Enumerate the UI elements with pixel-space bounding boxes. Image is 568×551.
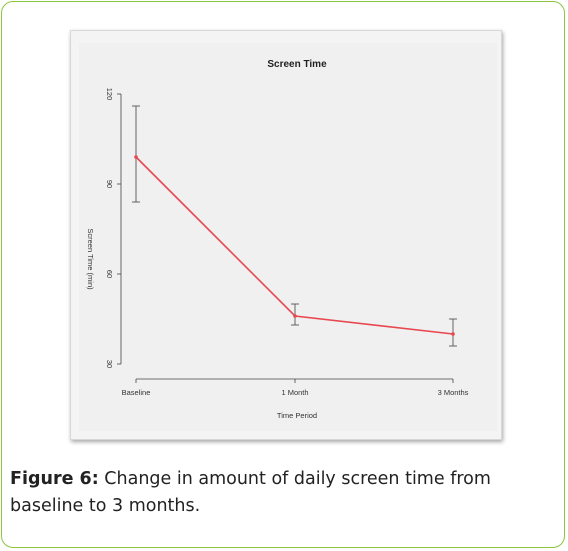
chart-title: Screen Time [267, 59, 327, 70]
y-tick-label: 90 [105, 180, 114, 188]
axes: 30 60 90 120 Baseline 1 Month 3 Months [105, 88, 469, 397]
screen-time-chart: Screen Time 30 60 90 120 Baseline 1 Month 3 Mo… [79, 43, 497, 431]
x-axis-label: Time Period [277, 411, 317, 420]
chart-frame: Screen Time 30 60 90 120 Baseline 1 Month 3 Mo… [70, 30, 502, 440]
caption-text: Change in amount of daily screen time fr… [10, 469, 491, 516]
data-point [134, 155, 138, 159]
y-axis-label: Screen Time (min) [86, 228, 95, 290]
plot-background [79, 43, 497, 431]
y-tick-label: 30 [105, 360, 114, 368]
y-tick-label: 60 [105, 270, 114, 278]
figure-caption: Figure 6: Change in amount of daily scre… [10, 466, 562, 520]
x-tick-label: Baseline [122, 388, 151, 397]
x-tick-label: 1 Month [281, 388, 308, 397]
data-point [451, 332, 455, 336]
x-tick-label: 3 Months [438, 388, 469, 397]
data-point [293, 314, 297, 318]
data-marks [132, 105, 457, 347]
caption-label: Figure 6: [10, 469, 99, 489]
y-tick-label: 120 [105, 88, 114, 101]
